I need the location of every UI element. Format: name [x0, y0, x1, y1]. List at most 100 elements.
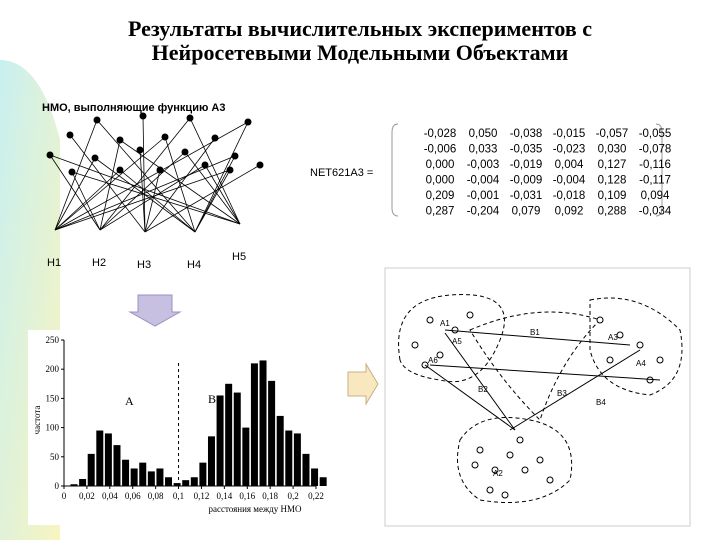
- neuron: [66, 131, 74, 139]
- bar: [165, 477, 173, 486]
- matrix-cell: -0,004: [553, 175, 586, 187]
- connection: [189, 117, 241, 225]
- cluster-label: A2: [493, 469, 503, 478]
- y-tick-label: 200: [46, 364, 60, 374]
- matrix-cell: 0,094: [641, 190, 670, 202]
- bar: [216, 395, 224, 486]
- bar: [182, 480, 190, 486]
- x-tick-label: 0,02: [79, 491, 95, 501]
- object-point: [606, 356, 614, 364]
- cluster-label: A4: [636, 359, 646, 368]
- neuron: [156, 166, 164, 174]
- x-tick-label: 0,08: [148, 491, 164, 501]
- matrix-cell: -0,038: [510, 128, 543, 140]
- neuron: [181, 148, 189, 156]
- connection: [54, 157, 96, 231]
- object-point: [646, 376, 654, 384]
- bar: [268, 380, 276, 486]
- neuron: [231, 152, 239, 160]
- down-arrow: [128, 294, 182, 327]
- object-point: [546, 476, 554, 484]
- title: Нейросетевыми Модельными Объектами: [152, 40, 569, 65]
- neuron: [201, 161, 209, 169]
- cluster-label: A5: [452, 337, 462, 346]
- matrix-label: NET621A3 =: [310, 167, 373, 179]
- title: Результаты вычислительных экспериментов …: [128, 16, 592, 41]
- connection: [119, 139, 241, 225]
- object-point: [491, 466, 499, 474]
- y-tick-label: 0: [55, 481, 60, 491]
- cluster-panel: [384, 267, 691, 527]
- right-arrow: [347, 362, 379, 406]
- matrix-cell: -0,034: [639, 206, 672, 218]
- cluster-label: A1: [440, 319, 450, 328]
- matrix-cell: 0,127: [598, 159, 627, 171]
- neuron: [161, 133, 169, 141]
- neuron: [244, 118, 252, 126]
- object-point: [521, 466, 529, 474]
- neuron: [136, 146, 144, 154]
- neuron: [139, 112, 147, 120]
- connection: [204, 164, 241, 225]
- bar: [319, 477, 327, 486]
- network-caption: НМО, выполняющие функцию А3: [42, 102, 225, 114]
- object-point: [636, 341, 644, 349]
- matrix-cell: 0,050: [469, 128, 498, 140]
- matrix-cell: 0,030: [598, 144, 627, 156]
- matrix-cell: -0,009: [510, 175, 543, 187]
- object-point: [616, 331, 624, 339]
- link: [429, 364, 661, 381]
- matrix-cell: 0,209: [426, 190, 455, 202]
- bar: [190, 477, 198, 486]
- cluster-label: A3: [608, 333, 618, 342]
- connection: [54, 119, 98, 231]
- y-tick-label: 150: [46, 393, 60, 403]
- bar: [70, 484, 78, 486]
- link: [444, 332, 516, 431]
- matrix-cell: -0,035: [510, 144, 543, 156]
- bar: [225, 383, 233, 486]
- x-tick-label: 0: [62, 491, 67, 501]
- cluster-boundary: [398, 294, 505, 383]
- object-point: [596, 316, 604, 324]
- bar: [104, 433, 112, 486]
- connection: [49, 154, 241, 225]
- input-label: H2: [92, 257, 106, 269]
- matrix-cell: -0,001: [467, 190, 500, 202]
- bar: [311, 468, 319, 486]
- object-point: [516, 436, 524, 444]
- matrix-cell: 0,004: [555, 159, 584, 171]
- cluster-boundary: [589, 297, 683, 396]
- y-tick-label: 250: [46, 335, 60, 345]
- connection: [99, 117, 191, 231]
- matrix-cell: 0,000: [426, 159, 455, 171]
- bar: [250, 363, 258, 486]
- matrix-cell: 0,000: [426, 175, 455, 187]
- matrix-cell: -0,004: [467, 175, 500, 187]
- bar: [139, 462, 147, 486]
- x-tick-label: 0,2: [287, 491, 298, 501]
- connection: [194, 169, 231, 233]
- bar: [113, 445, 121, 486]
- neuron: [91, 154, 99, 162]
- connection: [49, 154, 101, 231]
- bar: [285, 430, 293, 486]
- matrix-cell: 0,128: [598, 175, 627, 187]
- neuron: [116, 136, 124, 144]
- object-point: [536, 456, 544, 464]
- bar: [233, 392, 241, 486]
- matrix-cell: 0,092: [555, 206, 584, 218]
- matrix-cell: 0,033: [469, 144, 498, 156]
- object-point: [486, 486, 494, 494]
- object-point: [466, 311, 474, 319]
- object-point: [426, 316, 434, 324]
- neuron: [116, 166, 124, 174]
- object-point: [476, 446, 484, 454]
- neuron: [256, 161, 264, 169]
- bar: [259, 360, 267, 486]
- bar: [302, 453, 310, 486]
- y-axis-label: частота: [32, 406, 42, 435]
- bar: [199, 462, 207, 486]
- object-point: [451, 326, 459, 334]
